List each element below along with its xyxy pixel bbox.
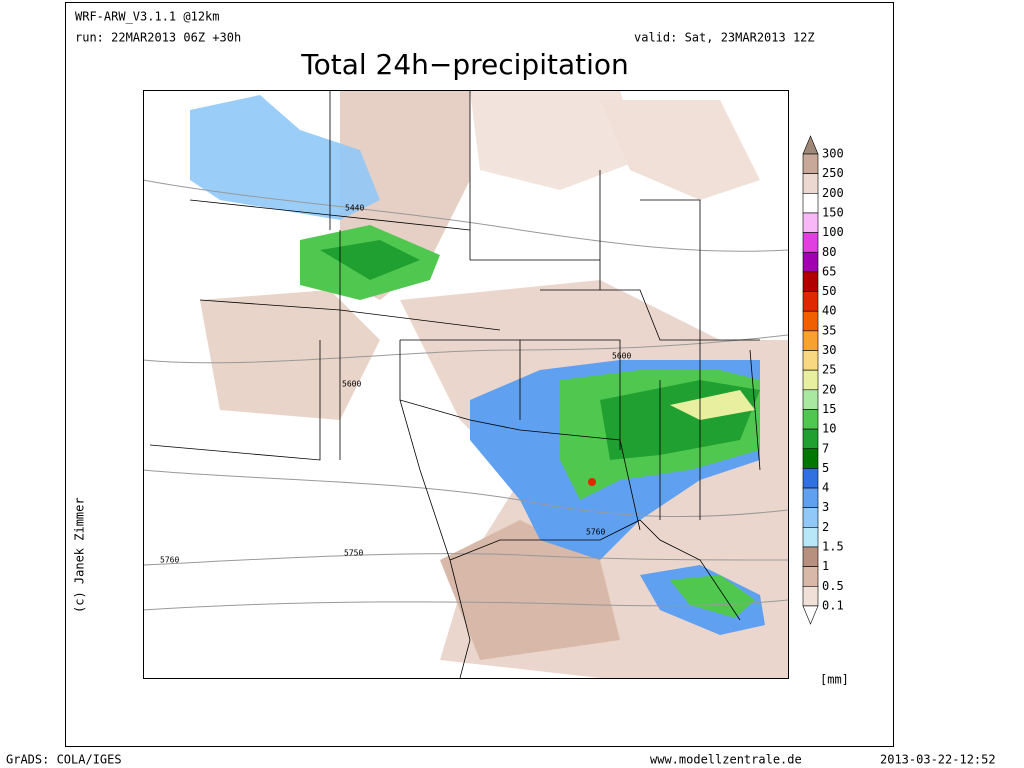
colorbar-box xyxy=(802,173,819,194)
colorbar-label: 80 xyxy=(822,245,836,259)
colorbar-label: 50 xyxy=(822,284,836,298)
colorbar: 300 250 200 150 100 80 65 50 40 35 30 25 20 15 10 7 5 4 3 2… xyxy=(802,135,844,625)
colorbar-label: 5 xyxy=(822,461,829,475)
colorbar-box xyxy=(802,527,819,548)
colorbar-box xyxy=(802,507,819,528)
contour-label: 5760 xyxy=(586,528,605,537)
colorbar-label: 10 xyxy=(822,422,836,436)
colorbar-label: 1.5 xyxy=(822,540,844,554)
colorbar-box xyxy=(802,389,819,410)
contour-label: 5760 xyxy=(160,556,179,565)
colorbar-label: 300 xyxy=(822,147,844,161)
colorbar-box xyxy=(802,291,819,312)
colorbar-box xyxy=(802,448,819,469)
footer-center: www.modellzentrale.de xyxy=(650,753,802,767)
colorbar-label: 15 xyxy=(822,402,836,416)
colorbar-box xyxy=(802,585,819,607)
colorbar-box xyxy=(802,330,819,351)
footer-left: GrADS: COLA/IGES xyxy=(6,753,122,767)
colorbar-label: 4 xyxy=(822,481,829,495)
contour-label: 5600 xyxy=(342,380,361,389)
colorbar-label: 65 xyxy=(822,264,836,278)
colorbar-box xyxy=(802,271,819,292)
colorbar-box xyxy=(802,251,819,273)
colorbar-box xyxy=(802,193,819,214)
colorbar-label: 250 xyxy=(822,166,844,180)
frame xyxy=(65,2,894,747)
map-title: Total 24h−precipitation xyxy=(300,48,629,81)
colorbar-label: 150 xyxy=(822,205,844,219)
colorbar-box xyxy=(802,310,819,332)
colorbar-label: 0.1 xyxy=(822,598,844,612)
colorbar-label: 35 xyxy=(822,323,836,337)
colorbar-label: 2 xyxy=(822,520,829,534)
credit: (c) Janek Zimmer xyxy=(73,497,87,613)
model-label: WRF-ARW_V3.1.1 @12km xyxy=(75,10,220,24)
valid-label: valid: Sat, 23MAR2013 12Z xyxy=(634,31,815,45)
map: 5440 5600 5600 5760 5760 5750 xyxy=(143,90,789,679)
colorbar-label: 25 xyxy=(822,363,836,377)
colorbar-label: 100 xyxy=(822,225,844,239)
contour-label: 5750 xyxy=(344,549,363,558)
colorbar-label: 0.5 xyxy=(822,579,844,593)
colorbar-box xyxy=(802,428,819,450)
colorbar-label: 7 xyxy=(822,441,829,455)
colorbar-box xyxy=(802,153,819,174)
colorbar-box xyxy=(802,566,819,587)
map-frame xyxy=(143,90,789,679)
colorbar-label: 1 xyxy=(822,559,829,573)
colorbar-box xyxy=(802,487,819,508)
colorbar-label: 20 xyxy=(822,382,836,396)
colorbar-triangle xyxy=(802,135,819,155)
unit-label: [mm] xyxy=(820,673,849,687)
colorbar-label: 200 xyxy=(822,186,844,200)
footer-right: 2013-03-22-12:52 xyxy=(880,753,996,767)
colorbar-box xyxy=(802,350,819,371)
colorbar-box xyxy=(802,409,819,430)
colorbar-box xyxy=(802,546,819,567)
run-label: run: 22MAR2013 06Z +30h xyxy=(75,31,241,45)
colorbar-box xyxy=(802,232,819,253)
colorbar-triangle xyxy=(802,605,819,625)
colorbar-box xyxy=(802,369,819,391)
colorbar-box xyxy=(802,468,819,489)
colorbar-label: 3 xyxy=(822,500,829,514)
colorbar-label: 40 xyxy=(822,304,836,318)
colorbar-label: 30 xyxy=(822,343,836,357)
colorbar-box xyxy=(802,212,819,233)
contour-label: 5440 xyxy=(345,204,364,213)
contour-label: 5600 xyxy=(612,352,631,361)
